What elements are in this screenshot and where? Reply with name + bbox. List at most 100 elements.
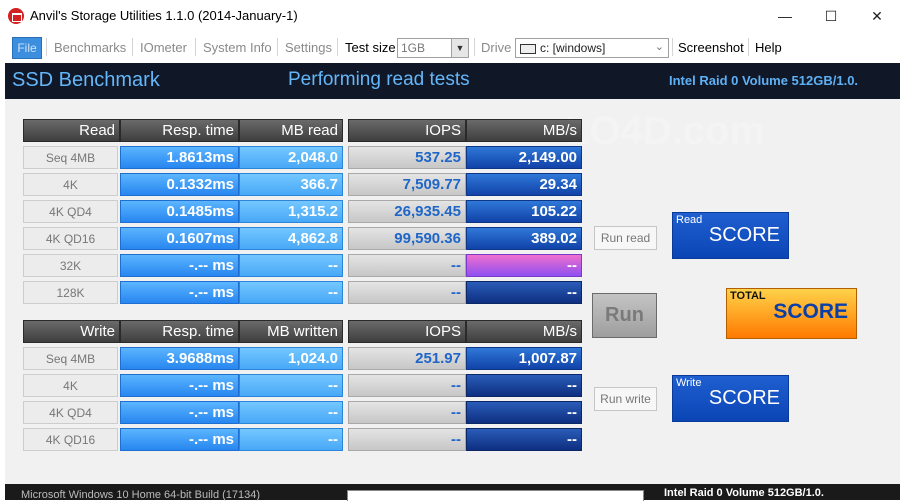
watermark: LO4D.com bbox=[565, 109, 766, 153]
menu-file[interactable]: File bbox=[12, 37, 42, 59]
read-row-resp: 0.1607ms bbox=[120, 227, 239, 250]
write-header-resp: Resp. time bbox=[120, 320, 239, 343]
read-header-label: Read bbox=[23, 119, 120, 142]
write-row-iops: -- bbox=[348, 401, 466, 424]
menu-iometer[interactable]: IOmeter bbox=[140, 40, 187, 55]
write-row-iops: 251.97 bbox=[348, 347, 466, 370]
footer-drive: Intel Raid 0 Volume 512GB/1.0. bbox=[664, 487, 824, 499]
read-row-mb: 366.7 bbox=[239, 173, 343, 196]
menu-separator bbox=[474, 38, 475, 56]
read-row-label: 4K QD4 bbox=[23, 200, 118, 223]
write-row-mbs: -- bbox=[466, 401, 582, 424]
drive-label: Drive bbox=[481, 40, 512, 55]
read-row-iops: 99,590.36 bbox=[348, 227, 466, 250]
read-row-iops: -- bbox=[348, 281, 466, 304]
minimize-button[interactable]: — bbox=[778, 8, 792, 24]
close-button[interactable]: ✕ bbox=[871, 7, 883, 24]
results-panel: LO4D.com Read Resp. time MB read IOPS MB… bbox=[5, 99, 900, 484]
menu-benchmarks[interactable]: Benchmarks bbox=[54, 40, 127, 55]
write-row-mb: -- bbox=[239, 374, 343, 397]
read-row-label: 32K bbox=[23, 254, 118, 277]
drive-icon bbox=[520, 44, 536, 54]
menu-separator bbox=[277, 38, 278, 56]
write-row-resp: 3.9688ms bbox=[120, 347, 239, 370]
drive-name: Intel Raid 0 Volume 512GB/1.0. bbox=[669, 73, 859, 88]
run-write-button[interactable]: Run write bbox=[594, 387, 657, 411]
menu-separator bbox=[132, 38, 133, 56]
app-icon bbox=[8, 8, 24, 24]
write-row-mbs: 1,007.87 bbox=[466, 347, 582, 370]
read-row-mb: 1,315.2 bbox=[239, 200, 343, 223]
read-row-mbs: -- bbox=[466, 281, 582, 304]
write-score-label: Write bbox=[676, 377, 702, 389]
status-footer: Microsoft Windows 10 Home 64-bit Build (… bbox=[5, 484, 900, 501]
write-row-resp: -.-- ms bbox=[120, 401, 239, 424]
run-button[interactable]: Run bbox=[592, 293, 657, 338]
read-score-value: SCORE bbox=[708, 224, 780, 246]
write-row-label: 4K QD4 bbox=[23, 401, 118, 424]
read-row-mbs: 2,149.00 bbox=[466, 146, 582, 169]
run-read-button[interactable]: Run read bbox=[594, 226, 657, 250]
read-row-label: 4K bbox=[23, 173, 118, 196]
page-title: SSD Benchmark bbox=[12, 69, 160, 91]
write-header-iops: IOPS bbox=[348, 320, 466, 343]
read-score-box: Read SCORE bbox=[672, 212, 789, 259]
write-row-resp: -.-- ms bbox=[120, 374, 239, 397]
write-row-mbs: -- bbox=[466, 428, 582, 451]
test-size-label: Test size bbox=[345, 40, 396, 55]
read-row-label: 4K QD16 bbox=[23, 227, 118, 250]
total-score-label: TOTAL bbox=[730, 290, 766, 302]
benchmark-header: SSD Benchmark Performing read tests Inte… bbox=[5, 63, 900, 99]
chevron-down-icon: ⌄ bbox=[654, 41, 664, 53]
write-header-label: Write bbox=[23, 320, 120, 343]
drive-value: c: [windows] bbox=[540, 41, 606, 55]
write-score-box: Write SCORE bbox=[672, 375, 789, 422]
write-row-label: Seq 4MB bbox=[23, 347, 118, 370]
chevron-down-icon: ▼ bbox=[451, 39, 468, 57]
test-size-select[interactable]: 1GB ▼ bbox=[397, 38, 469, 58]
read-row-mb: 4,862.8 bbox=[239, 227, 343, 250]
read-header-mbs: MB/s bbox=[466, 119, 582, 142]
read-row-label: 128K bbox=[23, 281, 118, 304]
write-header-mb: MB written bbox=[239, 320, 343, 343]
write-row-iops: -- bbox=[348, 374, 466, 397]
read-row-mbs: 105.22 bbox=[466, 200, 582, 223]
read-row-mbs: -- bbox=[466, 254, 582, 277]
read-row-resp: 1.8613ms bbox=[120, 146, 239, 169]
read-row-mb: -- bbox=[239, 254, 343, 277]
write-row-iops: -- bbox=[348, 428, 466, 451]
read-row-mbs: 29.34 bbox=[466, 173, 582, 196]
read-row-iops: 26,935.45 bbox=[348, 200, 466, 223]
read-row-iops: 7,509.77 bbox=[348, 173, 466, 196]
menu-separator bbox=[46, 38, 47, 56]
test-size-value: 1GB bbox=[401, 41, 426, 55]
total-score-box: TOTAL SCORE bbox=[726, 288, 857, 339]
write-row-label: 4K bbox=[23, 374, 118, 397]
maximize-button[interactable]: ☐ bbox=[824, 7, 838, 24]
menu-separator bbox=[672, 38, 673, 56]
read-row-mbs: 389.02 bbox=[466, 227, 582, 250]
write-row-mb: 1,024.0 bbox=[239, 347, 343, 370]
drive-select[interactable]: c: [windows] ⌄ bbox=[515, 38, 669, 58]
read-row-mb: -- bbox=[239, 281, 343, 304]
window-title: Anvil's Storage Utilities 1.1.0 (2014-Ja… bbox=[30, 8, 298, 23]
read-row-iops: -- bbox=[348, 254, 466, 277]
menu-settings[interactable]: Settings bbox=[285, 40, 332, 55]
menu-system-info[interactable]: System Info bbox=[203, 40, 272, 55]
menu-help[interactable]: Help bbox=[755, 40, 782, 55]
read-header-mb: MB read bbox=[239, 119, 343, 142]
menu-separator bbox=[195, 38, 196, 56]
write-row-resp: -.-- ms bbox=[120, 428, 239, 451]
menu-screenshot[interactable]: Screenshot bbox=[678, 40, 744, 55]
read-row-iops: 537.25 bbox=[348, 146, 466, 169]
status-text: Performing read tests bbox=[288, 69, 470, 90]
main-area: SSD Benchmark Performing read tests Inte… bbox=[5, 63, 900, 501]
os-info: Microsoft Windows 10 Home 64-bit Build (… bbox=[21, 489, 261, 501]
total-score-value: SCORE bbox=[773, 300, 848, 323]
read-row-resp: 0.1485ms bbox=[120, 200, 239, 223]
read-row-mb: 2,048.0 bbox=[239, 146, 343, 169]
read-header-iops: IOPS bbox=[348, 119, 466, 142]
read-score-label: Read bbox=[676, 214, 703, 226]
write-row-mb: -- bbox=[239, 401, 343, 424]
write-header-mbs: MB/s bbox=[466, 320, 582, 343]
